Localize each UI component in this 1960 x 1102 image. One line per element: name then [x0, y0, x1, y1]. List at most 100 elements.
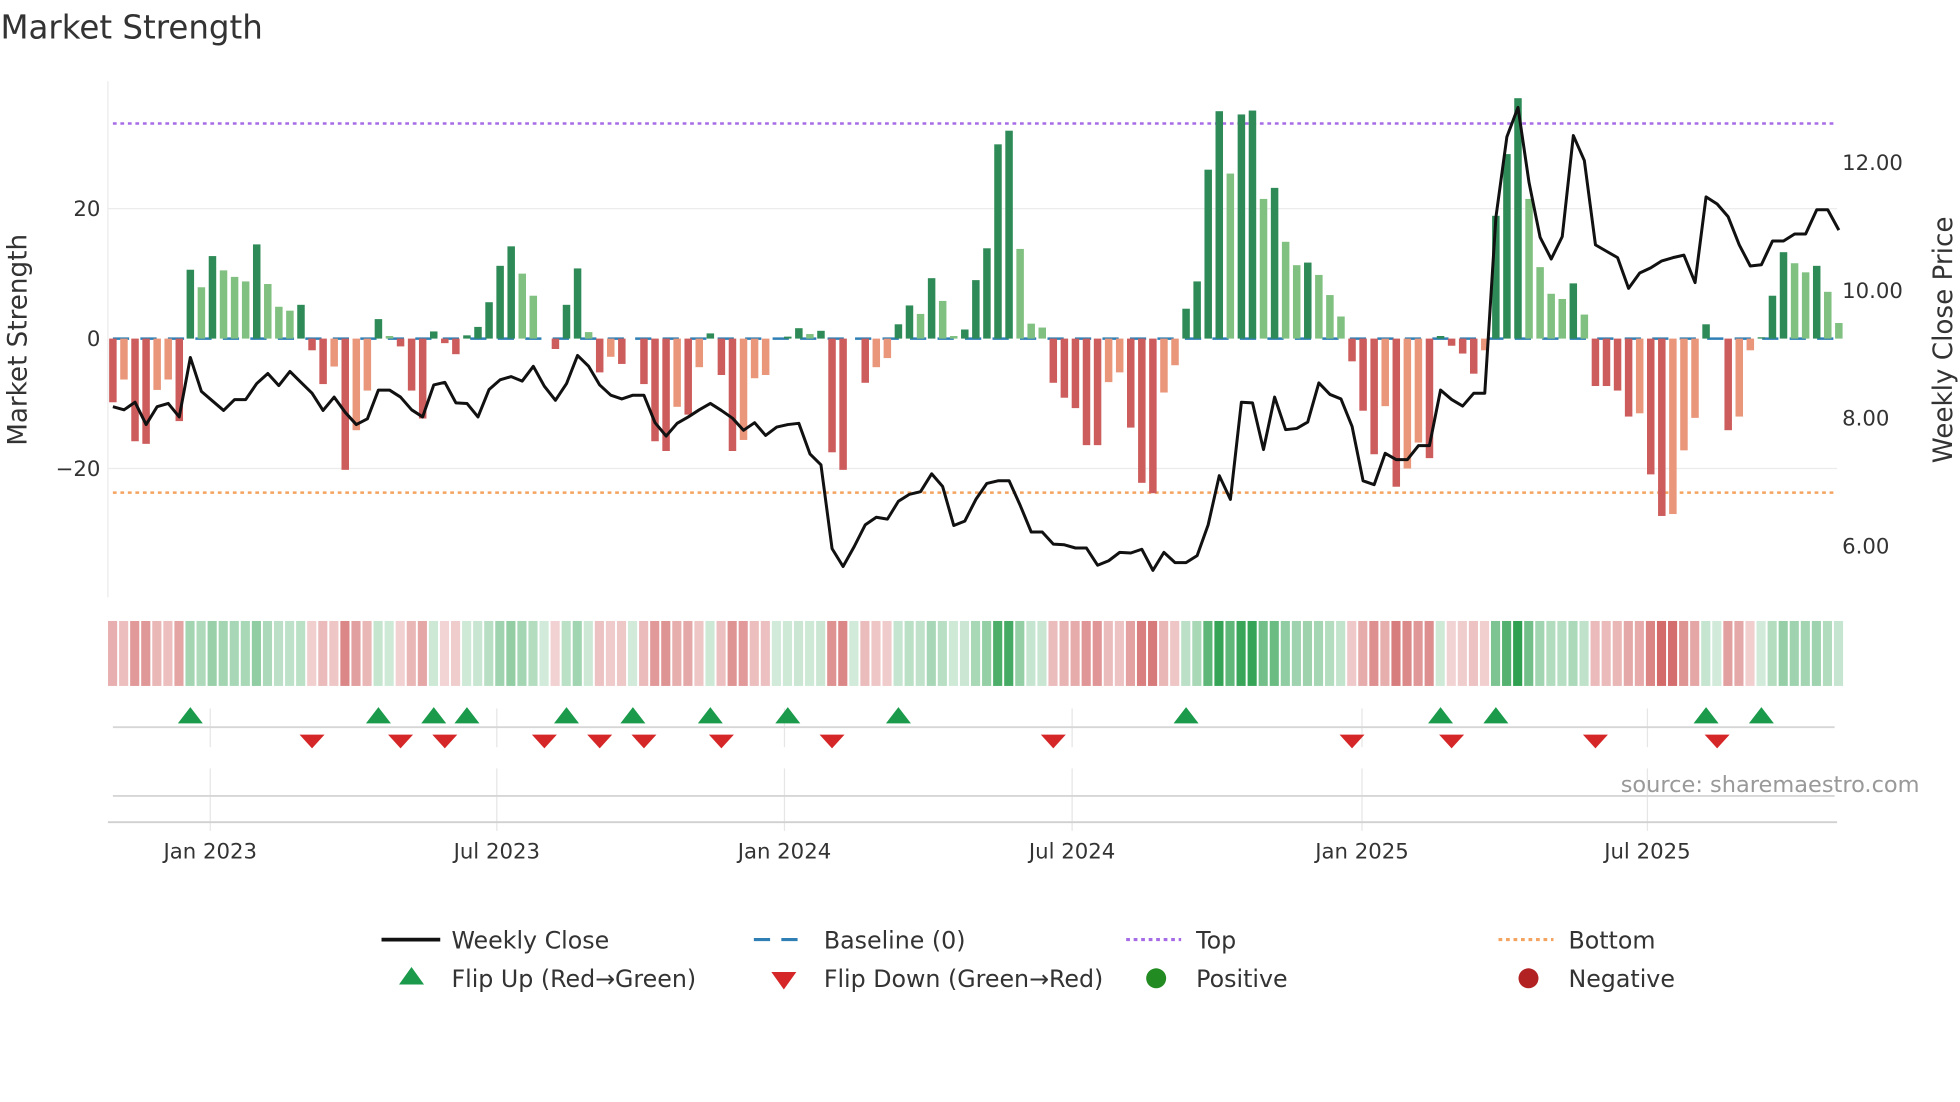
strength-bar — [109, 338, 117, 403]
heatmap-cell — [959, 620, 970, 686]
strength-bar — [750, 338, 759, 379]
flip-down-icon — [771, 972, 797, 990]
strength-bar — [1536, 267, 1544, 339]
strength-bar — [297, 304, 305, 339]
heatmap-cell — [1778, 620, 1788, 686]
strength-bar — [551, 338, 560, 349]
strength-bar — [905, 305, 914, 339]
heatmap-cell — [805, 620, 815, 686]
heatmap-cell — [860, 620, 870, 686]
strength-bar — [1193, 281, 1201, 339]
heatmap-cell — [384, 620, 394, 686]
heatmap-cell — [450, 620, 461, 686]
x-tick-label: Jan 2023 — [161, 839, 257, 864]
heatmap-cell — [1756, 620, 1766, 686]
x-tick-label: Jan 2025 — [1313, 839, 1409, 864]
heatmap-cell — [1369, 620, 1379, 686]
heatmap-cell — [362, 620, 372, 686]
heatmap-cell — [1546, 620, 1556, 686]
strength-bar — [1691, 338, 1699, 418]
strength-bar — [994, 144, 1002, 339]
strength-bar — [684, 338, 692, 415]
heatmap-cell — [948, 620, 958, 686]
strength-bar — [761, 338, 770, 375]
heatmap-cell — [340, 620, 350, 686]
heatmap-cell — [1015, 620, 1025, 686]
strength-bar — [795, 328, 803, 339]
strength-bar — [142, 338, 150, 444]
strength-bar — [1348, 338, 1356, 362]
flip-up-marker — [454, 707, 480, 724]
heatmap-cell — [1446, 620, 1456, 686]
flip-down-marker — [432, 734, 458, 749]
heatmap-cell — [793, 620, 804, 686]
strength-bar — [219, 270, 228, 339]
strength-bar — [429, 331, 438, 339]
strength-bar — [961, 329, 969, 339]
heatmap-cell — [185, 620, 195, 686]
heatmap-cell — [528, 620, 538, 686]
strength-bar — [1635, 338, 1644, 414]
heatmap-cell — [1590, 620, 1600, 686]
heatmap-cell — [262, 620, 273, 686]
strength-bar — [131, 338, 139, 442]
heatmap-cell — [1568, 620, 1578, 686]
weekly-close-polyline — [112, 105, 1841, 572]
heatmap-cell — [285, 620, 295, 686]
heatmap-cell — [1313, 620, 1324, 686]
heatmap-cell — [1225, 620, 1235, 686]
flip-up-marker — [421, 707, 447, 724]
heatmap-cell — [1247, 620, 1257, 686]
heatmap-cell — [1513, 620, 1523, 686]
strength-bar — [695, 338, 704, 368]
strength-bar — [927, 278, 936, 339]
strength-bar — [186, 269, 195, 339]
y-right-tick-label: 10.00 — [1842, 279, 1903, 304]
strength-bar — [1746, 338, 1755, 351]
strength-bar — [607, 338, 615, 357]
heatmap-cell — [1789, 620, 1799, 686]
source-label: source: sharemaestro.com — [1621, 772, 1920, 798]
heatmap-cell — [1048, 620, 1058, 686]
strength-bar — [1414, 338, 1423, 443]
heatmap-cell — [495, 620, 505, 686]
strength-bar — [120, 338, 128, 380]
heatmap-cell — [1723, 620, 1733, 686]
strength-bar — [1326, 295, 1334, 339]
heatmap-cell — [716, 620, 726, 686]
strength-bar — [1304, 262, 1312, 339]
weekly-close-line — [112, 105, 1841, 572]
heatmap-cell — [1734, 620, 1744, 686]
strength-bar — [275, 306, 283, 339]
strength-bar — [894, 324, 903, 339]
strength-bar — [1359, 338, 1367, 411]
heatmap-cell — [1634, 620, 1644, 686]
flip-up-marker — [620, 707, 646, 724]
flip-up-marker — [1173, 707, 1199, 724]
heatmap-cell — [373, 620, 383, 686]
strength-bar — [1149, 338, 1157, 494]
strength-bar — [441, 338, 449, 344]
strength-bar — [872, 338, 881, 368]
strength-bar — [518, 273, 526, 339]
y-axis-label-right: Weekly Close Price — [1929, 217, 1959, 464]
heatmap-cell — [694, 620, 704, 686]
heatmap-cell — [882, 620, 892, 686]
heatmap-cell — [915, 620, 925, 686]
heatmap-cell — [484, 620, 494, 686]
strength-bar — [1768, 295, 1777, 339]
heatmap-cell — [727, 620, 737, 686]
heatmap-cell — [1026, 620, 1036, 686]
strength-bar — [728, 338, 737, 451]
strength-bar — [485, 302, 493, 339]
strength-bar — [1237, 114, 1246, 339]
strength-bar — [1138, 338, 1146, 483]
heatmap-cell — [439, 620, 450, 686]
heatmap-cell — [926, 620, 936, 686]
strength-bar — [983, 248, 991, 339]
heatmap-cell — [329, 620, 339, 686]
heatmap-cell — [517, 620, 527, 686]
strength-bar — [1115, 338, 1124, 373]
y-tick-label: 0 — [87, 327, 101, 352]
strength-bar — [806, 334, 814, 339]
